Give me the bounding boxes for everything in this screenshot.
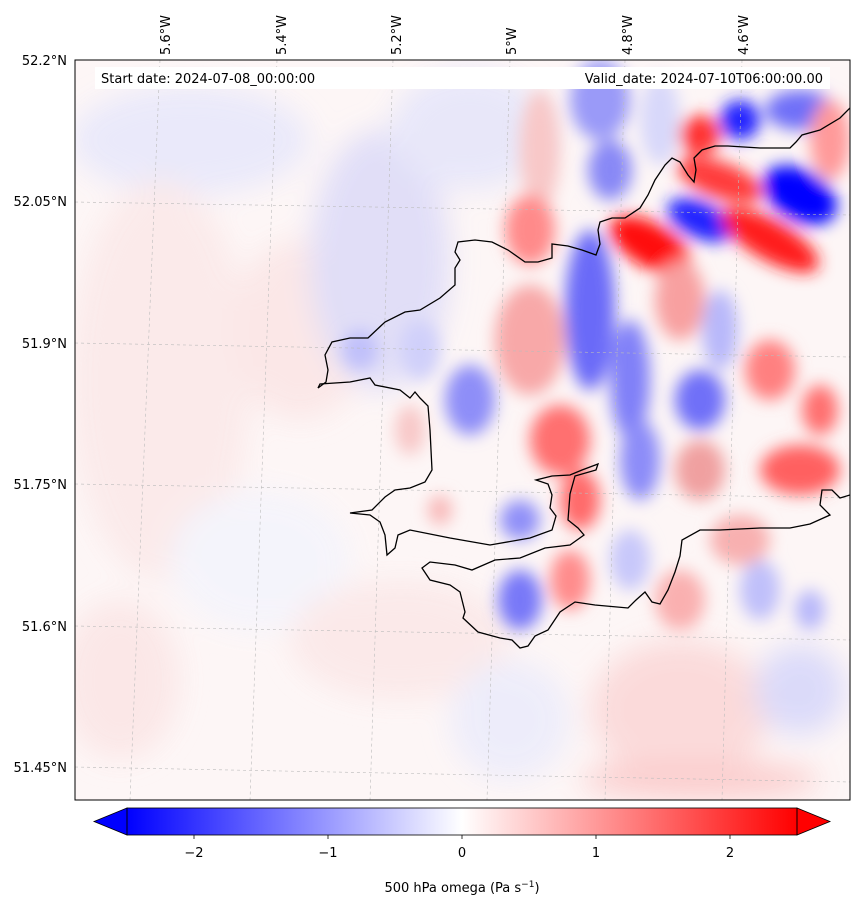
lat-label: 51.9°N	[22, 337, 67, 352]
colorbar-max-extend	[796, 807, 832, 836]
colorbar-tick: −2	[184, 846, 203, 861]
lon-label: 4.8°W	[621, 15, 636, 55]
colorbar-label: 500 hPa omega (Pa s−1)	[384, 880, 539, 896]
lat-label: 51.6°N	[22, 620, 67, 635]
lon-label: 5.4°W	[275, 15, 290, 55]
colorbar-tick: 2	[726, 846, 734, 861]
omega-field	[75, 60, 850, 800]
coastline	[317, 107, 850, 649]
colorbar-min-extend	[92, 807, 128, 836]
map-frame	[74, 59, 851, 801]
lon-label: 5.2°W	[390, 15, 405, 55]
header-box: Start date: 2024-07-08_00:00:00 Valid_da…	[95, 67, 830, 89]
lat-label: 51.75°N	[14, 478, 67, 493]
colorbar: −2 −1 0 1 2 500 hPa omega (Pa s−1)	[92, 807, 832, 896]
colorbar-tick: 1	[592, 846, 600, 861]
colorbar-tick: 0	[458, 846, 466, 861]
lat-label: 52.05°N	[14, 195, 67, 210]
lon-label: 4.6°W	[737, 15, 752, 55]
colorbar-tick: −1	[318, 846, 337, 861]
valid-date-text: Valid_date: 2024-07-10T06:00:00.00	[585, 72, 823, 87]
lon-label: 5°W	[505, 27, 520, 55]
lat-label: 51.45°N	[14, 761, 67, 776]
lon-label: 5.6°W	[159, 15, 174, 55]
lat-labels: 52.2°N 52.05°N 51.9°N 51.75°N 51.6°N 51.…	[14, 54, 67, 776]
start-date-text: Start date: 2024-07-08_00:00:00	[101, 72, 315, 87]
lon-labels: 5.6°W 5.4°W 5.2°W 5°W 4.8°W 4.6°W	[159, 15, 752, 55]
lat-label: 52.2°N	[22, 54, 67, 69]
